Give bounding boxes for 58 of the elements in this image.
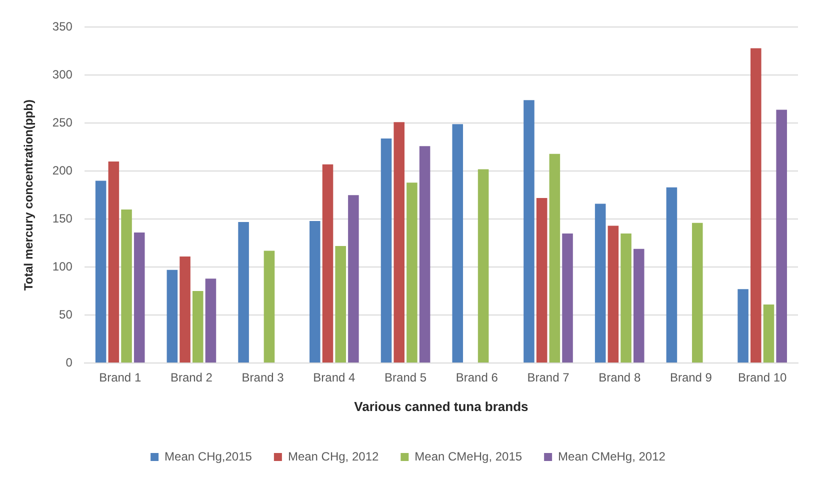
bar (335, 246, 346, 362)
x-axis-title: Various canned tuna brands (354, 398, 528, 414)
bar (238, 222, 249, 362)
y-tick-label: 150 (52, 211, 73, 226)
bar (620, 233, 632, 362)
x-tick-label: Brand 6 (456, 370, 498, 385)
bar (95, 180, 106, 362)
x-tick-label: Brand 1 (99, 370, 142, 385)
bar (180, 256, 190, 362)
bar (394, 122, 405, 362)
bar (633, 248, 644, 362)
y-tick-label: 200 (52, 163, 73, 178)
x-tick-label: Brand 2 (170, 370, 213, 385)
bar (406, 182, 418, 362)
bar (608, 226, 619, 362)
x-tick-label: Brand 10 (738, 370, 787, 385)
x-tick-label: Brand 7 (527, 370, 570, 385)
bar (108, 162, 120, 362)
bar (776, 110, 787, 362)
legend-label: Mean CHg,2015 (164, 449, 252, 464)
x-tick-label: Brand 4 (313, 370, 356, 385)
y-tick-label: 100 (52, 259, 73, 274)
x-tick-label: Brand 5 (384, 370, 427, 385)
legend-label: Mean CHg, 2012 (288, 449, 379, 464)
bar (549, 154, 560, 362)
bar (322, 164, 334, 362)
bar (562, 233, 573, 362)
y-tick-label: 0 (66, 355, 73, 370)
y-tick-label: 50 (59, 307, 73, 322)
bar (666, 187, 678, 362)
y-tick-label: 250 (52, 115, 73, 130)
legend-label: Mean CMeHg, 2012 (558, 449, 666, 464)
bar (750, 48, 762, 362)
x-tick-label: Brand 8 (598, 370, 641, 385)
bar (205, 278, 216, 362)
bar (121, 209, 132, 362)
y-tick-label: 350 (52, 20, 73, 34)
bar (419, 146, 430, 362)
y-axis-title: Total mercury concentration(ppb) (22, 100, 36, 291)
bar (192, 291, 204, 362)
bar (478, 169, 489, 362)
legend-label: Mean CMeHg, 2015 (414, 449, 522, 464)
y-tick-label: 300 (52, 67, 73, 82)
bar (166, 270, 178, 362)
bar (763, 304, 774, 362)
bar (380, 138, 392, 362)
bar (524, 100, 534, 362)
bar (264, 250, 275, 362)
x-tick-label: Brand 3 (242, 370, 284, 385)
bar (536, 198, 548, 362)
bar (134, 232, 145, 362)
bar (594, 204, 606, 362)
bar (452, 124, 464, 362)
bar (348, 195, 359, 362)
bar (310, 221, 320, 362)
bar (738, 289, 748, 362)
x-tick-label: Brand 9 (670, 370, 712, 385)
bar (692, 222, 703, 362)
